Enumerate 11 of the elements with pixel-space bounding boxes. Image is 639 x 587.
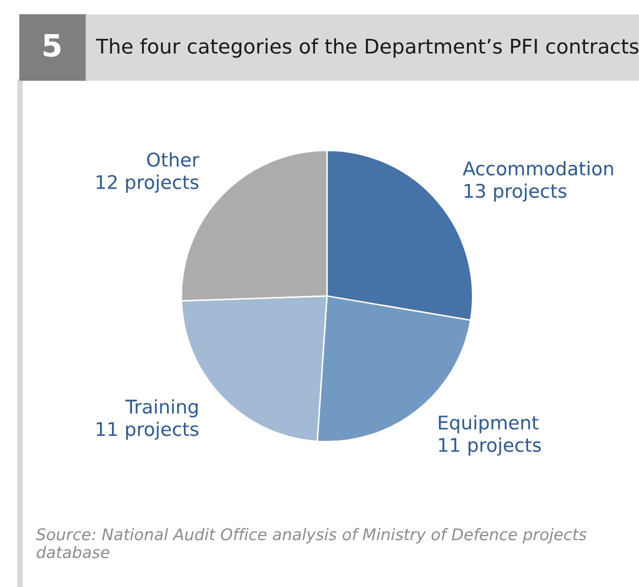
text: 5 xyxy=(44,34,60,57)
data-label: 11 projects xyxy=(439,438,541,456)
data-label: 13 projects xyxy=(464,183,566,202)
data-label: 11 projects xyxy=(96,422,198,440)
slice-label: Other xyxy=(147,152,200,167)
data-label: 12 projects xyxy=(96,174,198,193)
source-note: Source: National Audit Office analysis of Ministry of Defence projects database xyxy=(36,528,587,558)
slice-label: Training xyxy=(125,399,198,418)
chart-title: The four categories of the Department’s PFI contracts xyxy=(96,38,638,58)
slice-label: Equipment xyxy=(438,415,538,434)
slice-label: Accommodation xyxy=(462,161,613,176)
